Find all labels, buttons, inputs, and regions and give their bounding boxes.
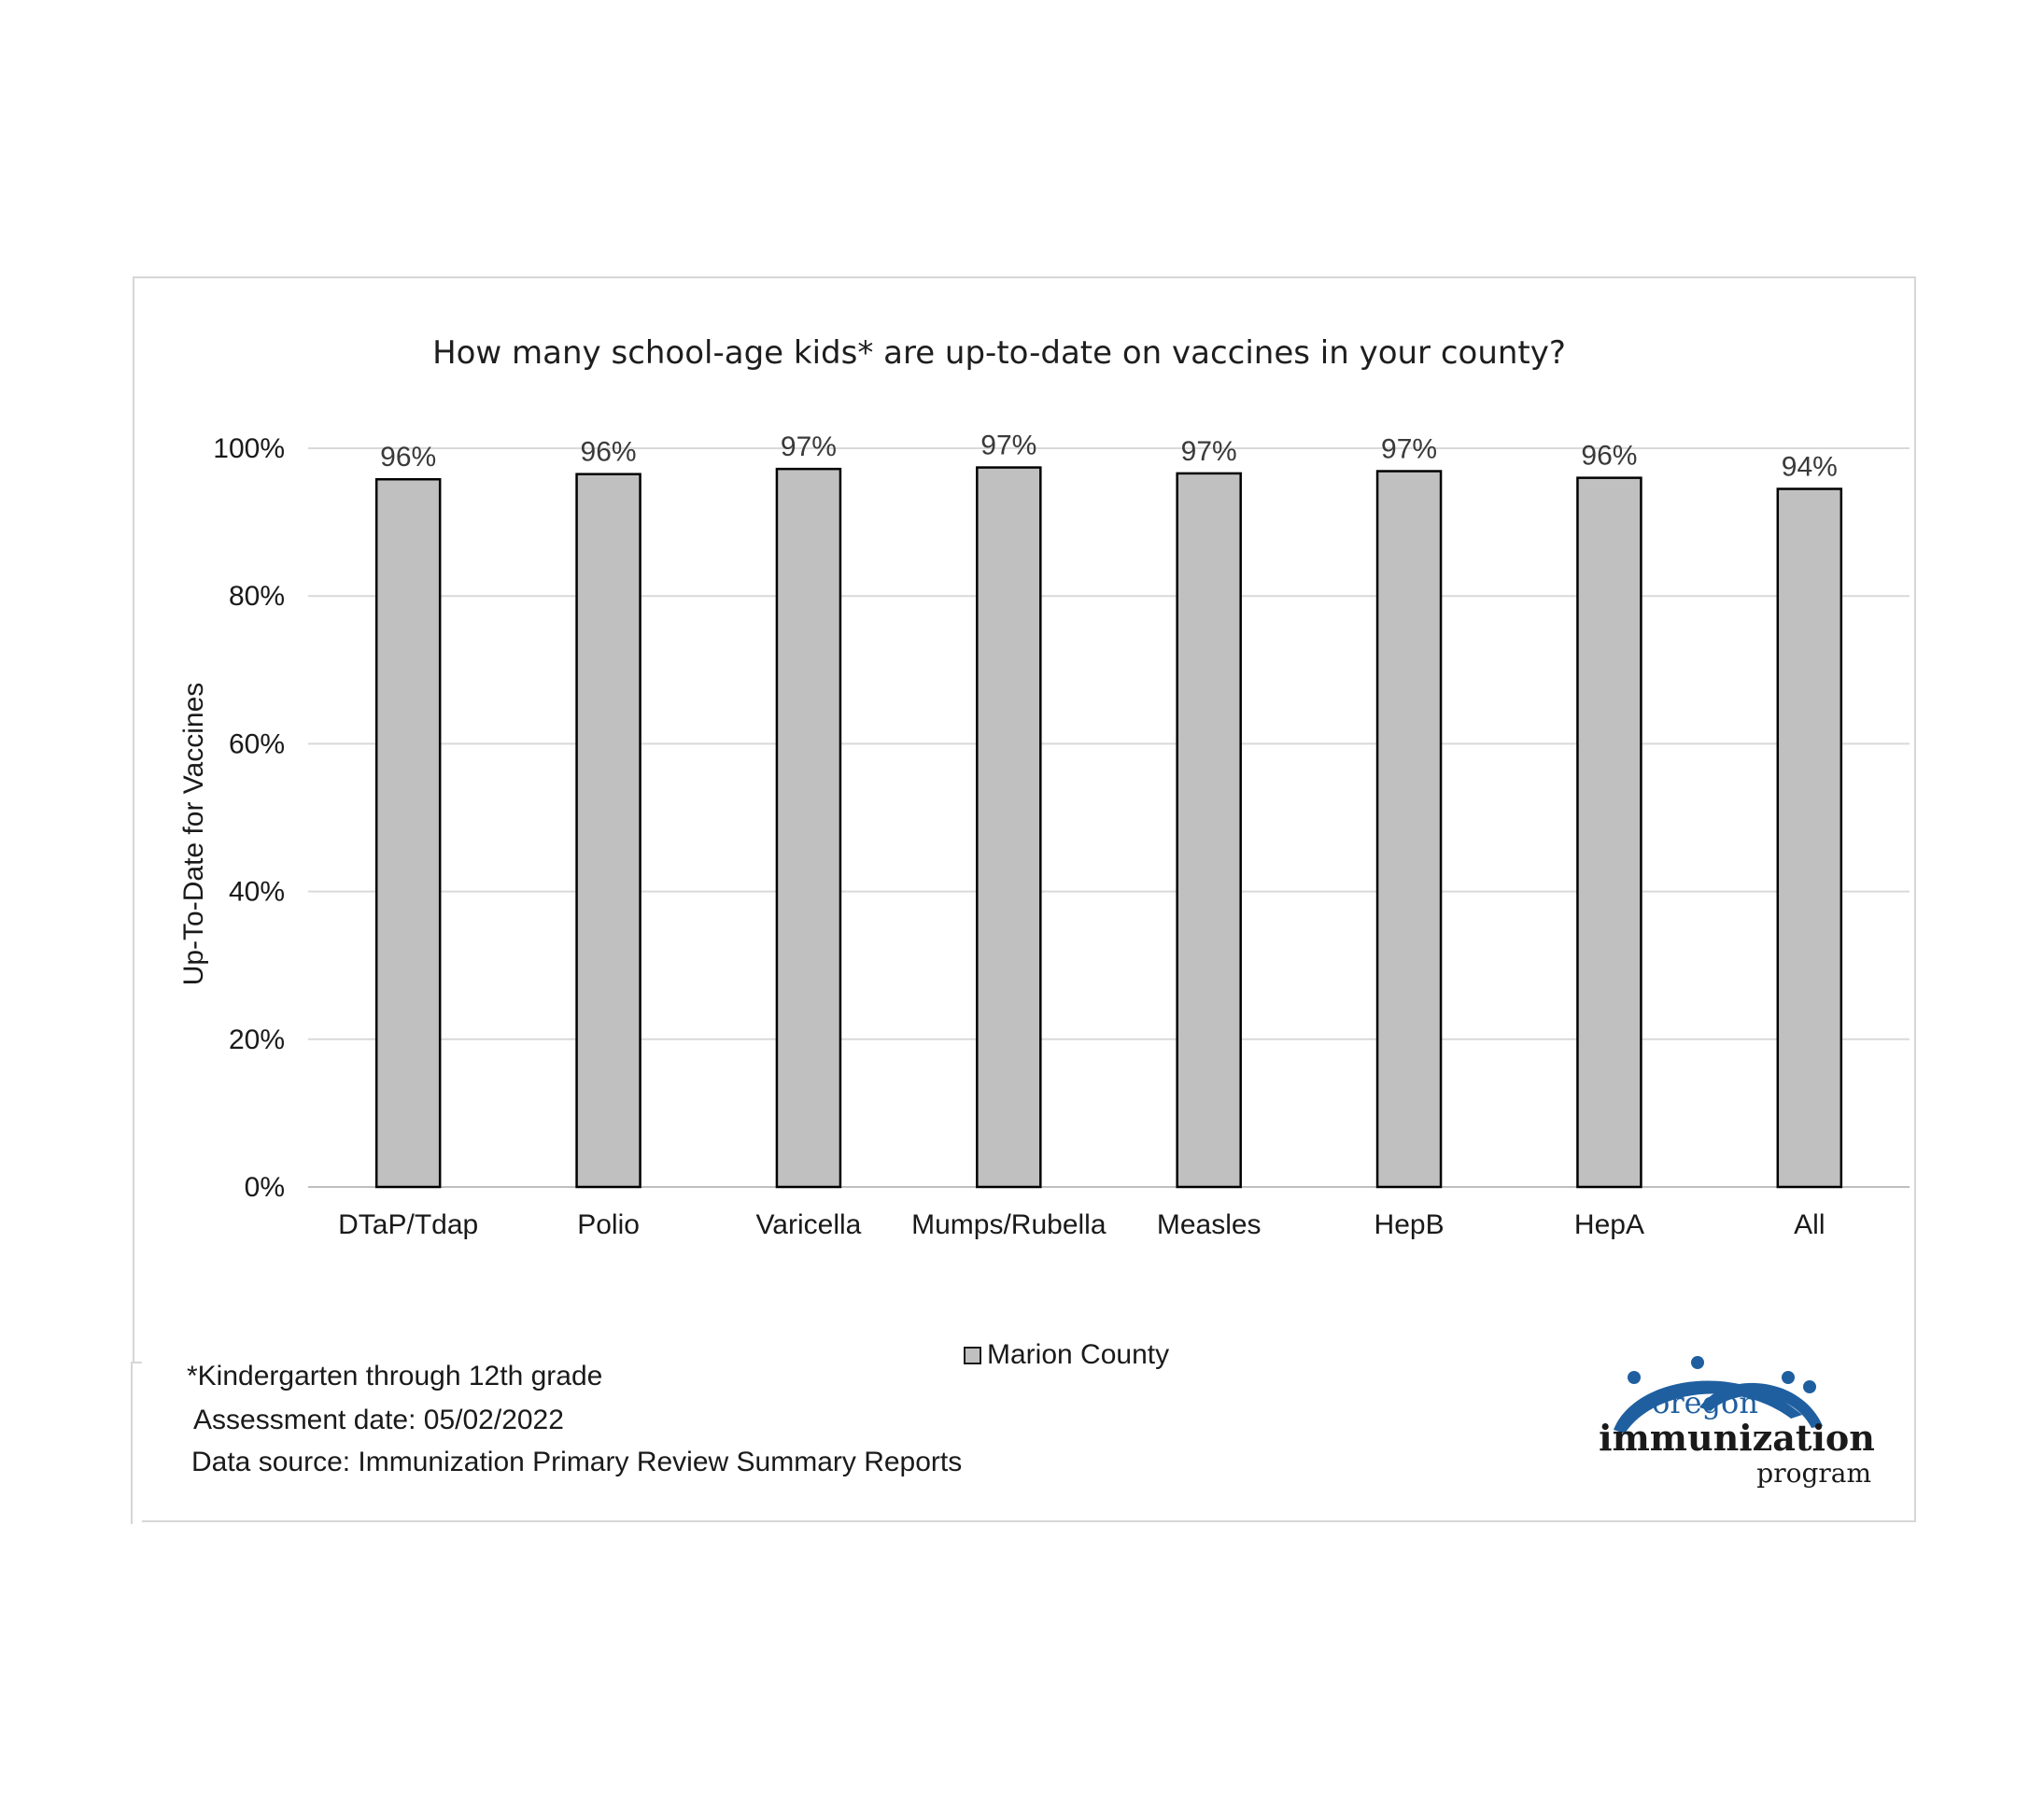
bar xyxy=(575,473,641,1189)
bar xyxy=(1176,472,1242,1189)
x-tick-label: Varicella xyxy=(756,1209,862,1240)
x-tick-label: All xyxy=(1794,1209,1825,1240)
x-tick-label: HepB xyxy=(1374,1209,1445,1240)
frame-notch-tick xyxy=(131,1362,142,1363)
frame-notch xyxy=(131,1363,142,1524)
bars xyxy=(374,466,1843,1189)
data-label: 97% xyxy=(1381,434,1437,465)
oregon-immunization-logo: oregon immunization program xyxy=(1599,1356,1875,1489)
data-label: 96% xyxy=(380,442,436,473)
frame-notch-line xyxy=(131,1363,133,1524)
y-tick-label: 60% xyxy=(229,728,285,759)
chart-frame xyxy=(133,276,1916,1522)
x-tick-label: Measles xyxy=(1157,1209,1262,1240)
x-tick-label: DTaP/Tdap xyxy=(338,1209,478,1240)
legend-swatch xyxy=(964,1346,981,1364)
y-tick-label: 40% xyxy=(229,877,285,908)
bar xyxy=(976,466,1042,1189)
data-label: 96% xyxy=(1581,441,1637,472)
bar xyxy=(1576,476,1642,1189)
data-labels: 96% 96% 97% 97% 97% 97% 96% 94% xyxy=(380,431,1838,483)
people-arc-logo-icon xyxy=(1614,1356,1823,1434)
x-tick-label: HepA xyxy=(1574,1209,1644,1240)
footnote-data-source: Data source: Immunization Primary Review… xyxy=(191,1447,963,1477)
data-label: 97% xyxy=(1181,436,1237,467)
y-tick-label: 0% xyxy=(245,1172,285,1203)
y-tick-labels: 0% 20% 40% 60% 80% 100% xyxy=(213,433,285,1203)
gridlines xyxy=(308,447,1910,1188)
bar xyxy=(1375,470,1443,1189)
bar xyxy=(775,467,842,1189)
x-tick-label: Mumps/Rubella xyxy=(911,1209,1107,1240)
y-axis-label: Up-To-Date for Vaccines xyxy=(178,682,209,986)
chart-title: How many school-age kids* are up-to-date… xyxy=(432,334,1566,372)
data-label: 97% xyxy=(781,431,837,462)
logo-line-oregon: oregon xyxy=(1652,1385,1758,1420)
data-label: 96% xyxy=(581,437,637,468)
y-tick-label: 20% xyxy=(229,1024,285,1055)
legend-label: Marion County xyxy=(987,1339,1170,1370)
footnote-assessment-date: Assessment date: 05/02/2022 xyxy=(193,1405,564,1435)
y-tick-label: 80% xyxy=(229,581,285,612)
x-tick-labels: DTaP/Tdap Polio Varicella Mumps/Rubella Meas… xyxy=(338,1209,1825,1240)
x-tick-label: Polio xyxy=(577,1209,640,1240)
data-label: 97% xyxy=(980,431,1036,461)
footnote-grade: *Kindergarten through 12th grade xyxy=(187,1361,603,1391)
data-label: 94% xyxy=(1782,452,1838,483)
logo-line-immunization: immunization xyxy=(1599,1417,1875,1459)
bar xyxy=(1776,487,1843,1189)
y-tick-label: 100% xyxy=(213,433,285,464)
bar xyxy=(374,477,442,1189)
legend: Marion County xyxy=(964,1339,1169,1371)
logo-line-program: program xyxy=(1756,1458,1871,1489)
